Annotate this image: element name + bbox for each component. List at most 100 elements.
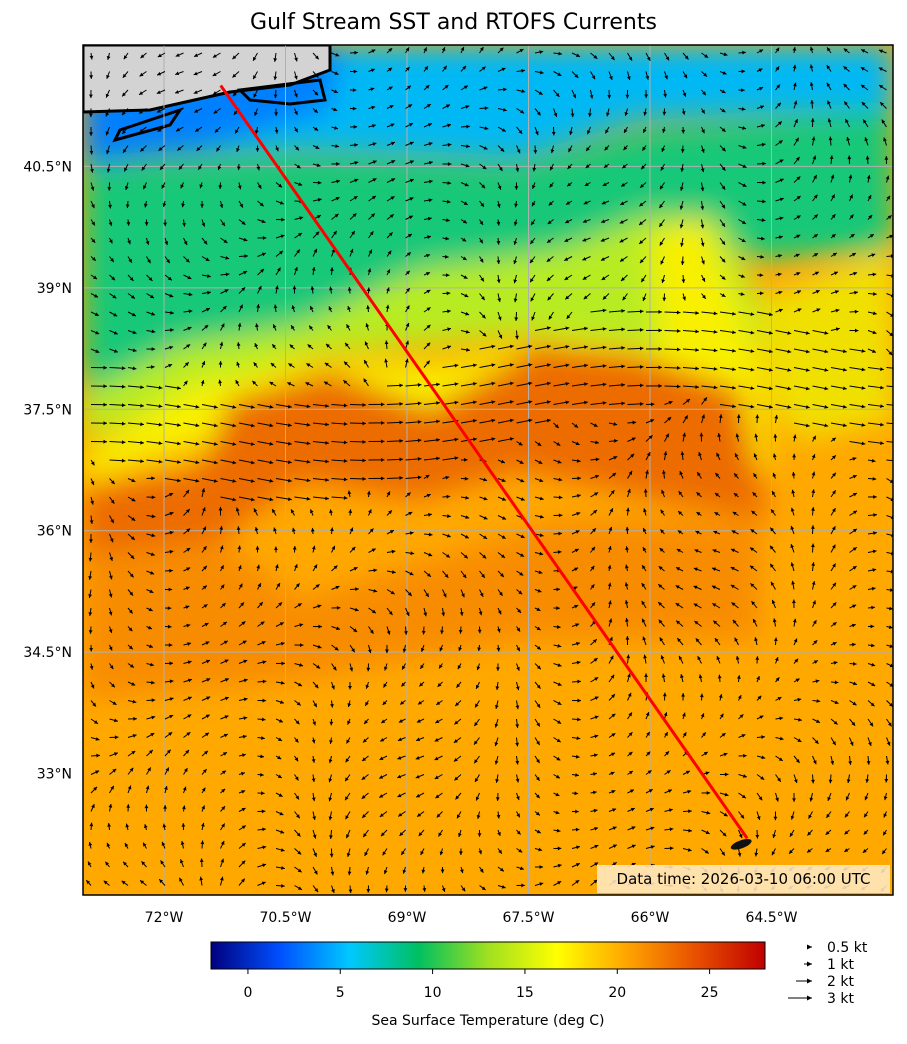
current-arrow [701, 274, 706, 282]
current-arrow [386, 159, 396, 165]
current-arrow [700, 163, 705, 173]
current-arrow [257, 459, 274, 465]
current-arrow [420, 644, 425, 653]
current-arrow [435, 792, 443, 799]
current-arrow [793, 308, 802, 313]
current-arrow [883, 811, 888, 818]
current-arrow [534, 663, 542, 670]
current-arrow [164, 624, 172, 629]
current-arrow [516, 811, 521, 818]
current-arrow [365, 323, 370, 331]
current-arrow [238, 441, 255, 446]
current-arrow [183, 508, 191, 516]
lat-tick-label: 40.5°N [23, 159, 72, 175]
current-arrow [590, 808, 598, 813]
current-arrow [238, 640, 247, 646]
current-arrow [497, 885, 506, 889]
current-arrow [201, 459, 218, 465]
current-arrow [127, 403, 144, 408]
current-arrow [681, 693, 686, 701]
current-arrow [423, 512, 432, 517]
current-arrow [90, 293, 99, 298]
current-arrow [87, 861, 92, 868]
current-arrow [608, 752, 616, 757]
current-arrow [238, 697, 248, 702]
current-arrow [183, 422, 200, 428]
current-arrow [418, 829, 425, 837]
current-arrow [423, 419, 440, 424]
current-arrow [590, 826, 599, 831]
current-arrow [415, 792, 425, 798]
current-arrow [328, 306, 333, 313]
current-arrow [368, 588, 378, 593]
current-arrow [608, 71, 613, 81]
current-arrow [775, 736, 784, 741]
current-arrow [719, 163, 726, 171]
current-arrow [681, 126, 686, 134]
current-arrow [127, 570, 134, 578]
current-arrow [183, 749, 190, 757]
current-arrow [156, 71, 166, 76]
current-arrow [454, 774, 462, 781]
quiver-key-arrow [796, 978, 812, 984]
current-arrow [775, 121, 783, 128]
current-arrow [460, 885, 466, 892]
current-arrow [658, 619, 665, 627]
current-arrow [846, 136, 850, 146]
current-arrow [732, 619, 739, 627]
current-arrow [127, 274, 134, 282]
current-arrow [791, 580, 795, 590]
current-arrow [164, 511, 174, 516]
current-arrow [827, 118, 832, 128]
current-arrow [756, 180, 767, 185]
current-arrow [109, 440, 126, 445]
current-arrow [756, 49, 764, 54]
current-arrow [641, 600, 647, 609]
current-arrow [735, 655, 740, 664]
current-arrow [756, 675, 760, 683]
current-arrow [176, 145, 184, 151]
current-arrow [423, 532, 433, 537]
current-arrow [590, 546, 596, 553]
current-arrow [442, 236, 450, 241]
current-arrow [307, 344, 314, 350]
current-arrow [89, 52, 94, 60]
current-arrow [423, 103, 432, 109]
current-arrow [886, 234, 893, 239]
current-arrow [219, 525, 224, 535]
current-arrow [737, 694, 742, 701]
current-arrow [257, 754, 265, 759]
current-arrow [645, 731, 651, 738]
current-arrow [627, 770, 634, 775]
current-arrow [738, 734, 746, 738]
current-arrow [479, 46, 484, 54]
colorbar: 0 5 10 15 20 25 Sea Surface Temperature (deg … [210, 941, 766, 1029]
current-arrow [312, 71, 319, 78]
current-arrow [530, 293, 536, 302]
current-arrow [627, 731, 633, 738]
current-arrow [571, 717, 581, 722]
current-arrow [386, 626, 391, 635]
current-arrow [516, 89, 526, 94]
current-arrow [460, 144, 470, 149]
current-arrow [830, 507, 836, 516]
current-arrow [571, 698, 581, 703]
current-arrow [89, 145, 94, 155]
current-arrow [257, 422, 274, 428]
current-arrow [663, 712, 668, 720]
current-arrow [790, 525, 795, 535]
current-arrow [738, 182, 747, 188]
current-arrow [811, 136, 816, 146]
current-arrow [479, 219, 484, 226]
current-arrow [183, 642, 192, 646]
current-arrow [571, 604, 579, 609]
current-arrow [423, 84, 430, 91]
current-arrow [608, 732, 616, 738]
current-arrow [627, 402, 644, 406]
current-arrow [568, 145, 573, 153]
current-arrow [571, 511, 581, 516]
current-arrow [90, 402, 108, 407]
current-arrow [788, 848, 795, 855]
lon-tick-label: 70.5°W [259, 910, 311, 926]
current-arrow [438, 663, 443, 669]
